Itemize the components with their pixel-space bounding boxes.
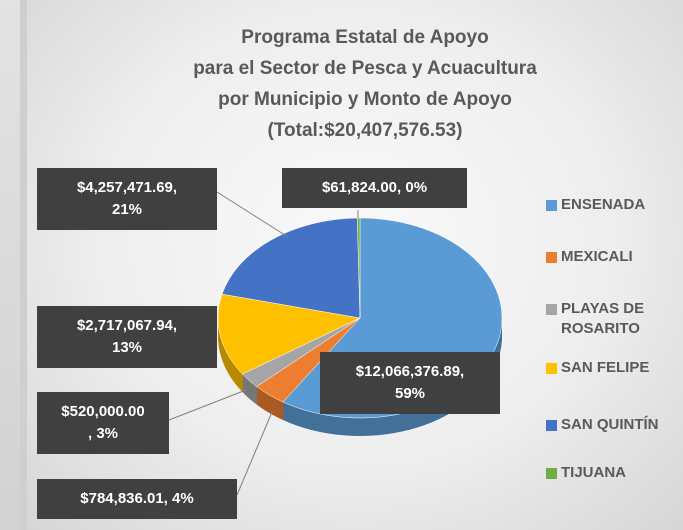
legend-swatch xyxy=(546,304,557,315)
data-label: $2,717,067.94, 13% xyxy=(37,306,217,368)
legend-swatch xyxy=(546,420,557,431)
legend-item: SAN FELIPE xyxy=(546,358,683,378)
legend-label: MEXICALI xyxy=(561,248,633,265)
legend: ENSENADA MEXICALI PLAYAS DE ROSARITO SAN FE… xyxy=(546,195,683,495)
legend-item: PLAYAS DE ROSARITO xyxy=(546,299,683,339)
leader-line xyxy=(236,411,273,496)
legend-swatch xyxy=(546,363,557,374)
leader-line xyxy=(168,389,247,421)
data-label: $784,836.01, 4% xyxy=(37,479,237,519)
legend-swatch xyxy=(546,200,557,211)
legend-item: TIJUANA xyxy=(546,463,683,483)
legend-label: SAN QUINTÍN xyxy=(561,416,659,433)
legend-label: PLAYAS DE ROSARITO xyxy=(561,300,645,337)
background-strip xyxy=(0,0,20,530)
legend-item: SAN QUINTÍN xyxy=(546,415,683,435)
legend-item: MEXICALI xyxy=(546,247,683,267)
data-label: $61,824.00, 0% xyxy=(282,168,467,208)
legend-item: ENSENADA xyxy=(546,195,683,215)
legend-label: TIJUANA xyxy=(561,464,627,481)
pie-slice xyxy=(217,293,361,375)
pie-slice xyxy=(357,217,361,319)
data-label: $4,257,471.69, 21% xyxy=(37,168,217,230)
data-label: $12,066,376.89, 59% xyxy=(320,352,500,414)
legend-swatch xyxy=(546,252,557,263)
legend-swatch xyxy=(546,468,557,479)
chart-title: Programa Estatal de Apoyo para el Sector… xyxy=(193,27,537,141)
data-label: $520,000.00 , 3% xyxy=(37,392,169,454)
legend-label: ENSENADA xyxy=(561,196,646,213)
pie-slice xyxy=(221,217,361,319)
leader-line xyxy=(216,191,289,238)
legend-label: SAN FELIPE xyxy=(561,359,650,376)
